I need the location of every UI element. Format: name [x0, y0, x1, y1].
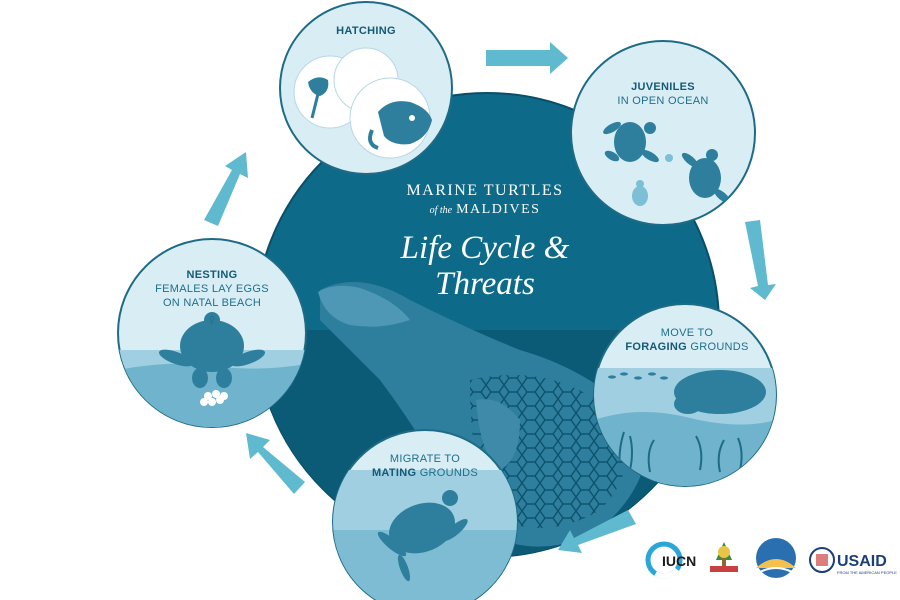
usaid-logo-text: USAID	[837, 553, 887, 570]
label-nesting-line3: ON NATAL BEACH	[162, 297, 262, 309]
usaid-logo-subtext: FROM THE AMERICAN PEOPLE	[837, 570, 897, 575]
title-life-cycle: Life Cycle &	[400, 230, 570, 266]
title-of-the-maldives: of the MALDIVES	[360, 202, 610, 218]
arrow-nesting-to-hatching	[204, 152, 248, 226]
title-maldives: MALDIVES	[456, 202, 541, 217]
fish-school-illustration	[608, 372, 668, 380]
stage-nesting	[117, 238, 307, 428]
label-foraging-bold: FORAGING	[625, 341, 687, 353]
mating-turtle-illustration	[377, 490, 468, 582]
label-foraging: MOVE TO FORAGING GROUNDS	[612, 326, 762, 354]
label-mating-top: MIGRATE TO	[389, 453, 461, 465]
cycle-arrows	[204, 42, 776, 553]
hatchling-dot	[665, 154, 673, 162]
arrow-hatching-to-juveniles	[486, 42, 568, 74]
juvenile-turtle-icon	[632, 180, 648, 206]
label-juveniles: JUVENILES IN OPEN OCEAN	[596, 80, 730, 108]
label-foraging-top: MOVE TO	[660, 327, 714, 339]
stage-juveniles	[570, 40, 756, 226]
title-threats: Threats	[435, 266, 535, 302]
label-mating-rest: GROUNDS	[419, 467, 479, 479]
juvenile-turtle-icon	[603, 121, 659, 163]
seagrass-illustration	[618, 431, 743, 473]
iucn-logo: IUCN	[645, 541, 696, 579]
label-juveniles-bold: JUVENILES	[631, 81, 695, 93]
label-hatching: HATCHING	[306, 24, 426, 38]
hatchling-illustration	[308, 77, 432, 150]
label-mating-bold: MATING	[371, 467, 417, 479]
arrow-mating-to-nesting	[246, 433, 305, 494]
usaid-logo: USAID FROM THE AMERICAN PEOPLE	[809, 547, 897, 575]
title-of-the: of the	[429, 205, 453, 216]
diagram-title: MARINE TURTLES of the MALDIVES Life Cycle…	[360, 182, 610, 302]
title-marine-turtles: MARINE TURTLES	[406, 182, 564, 199]
iucn-logo-text: IUCN	[662, 553, 696, 569]
female-symbol-icon: ♀	[205, 312, 219, 329]
stage-mating	[332, 429, 518, 600]
label-nesting-bold: NESTING	[186, 269, 238, 281]
label-mating: MIGRATE TO MATING GROUNDS	[354, 452, 496, 480]
juvenile-turtle-icon	[681, 149, 731, 204]
label-juveniles-rest: IN OPEN OCEAN	[617, 95, 709, 107]
research-centre-logo	[756, 538, 796, 578]
label-nesting: NESTING FEMALES LAY EGGS ON NATAL BEACH …	[140, 268, 284, 329]
label-hatching-text: HATCHING	[336, 25, 396, 37]
arrow-foraging-to-mating	[558, 510, 636, 553]
label-nesting-line2: FEMALES LAY EGGS	[155, 283, 269, 295]
label-foraging-rest: GROUNDS	[690, 341, 749, 353]
foraging-turtle-illustration	[674, 370, 766, 414]
egg-clutch-illustration	[200, 390, 228, 406]
nesting-turtle-illustration	[158, 312, 266, 388]
stage-hatching	[279, 1, 453, 175]
stage-foraging	[593, 303, 777, 487]
maldives-emblem	[710, 542, 738, 572]
arrow-juveniles-to-foraging	[745, 220, 776, 300]
